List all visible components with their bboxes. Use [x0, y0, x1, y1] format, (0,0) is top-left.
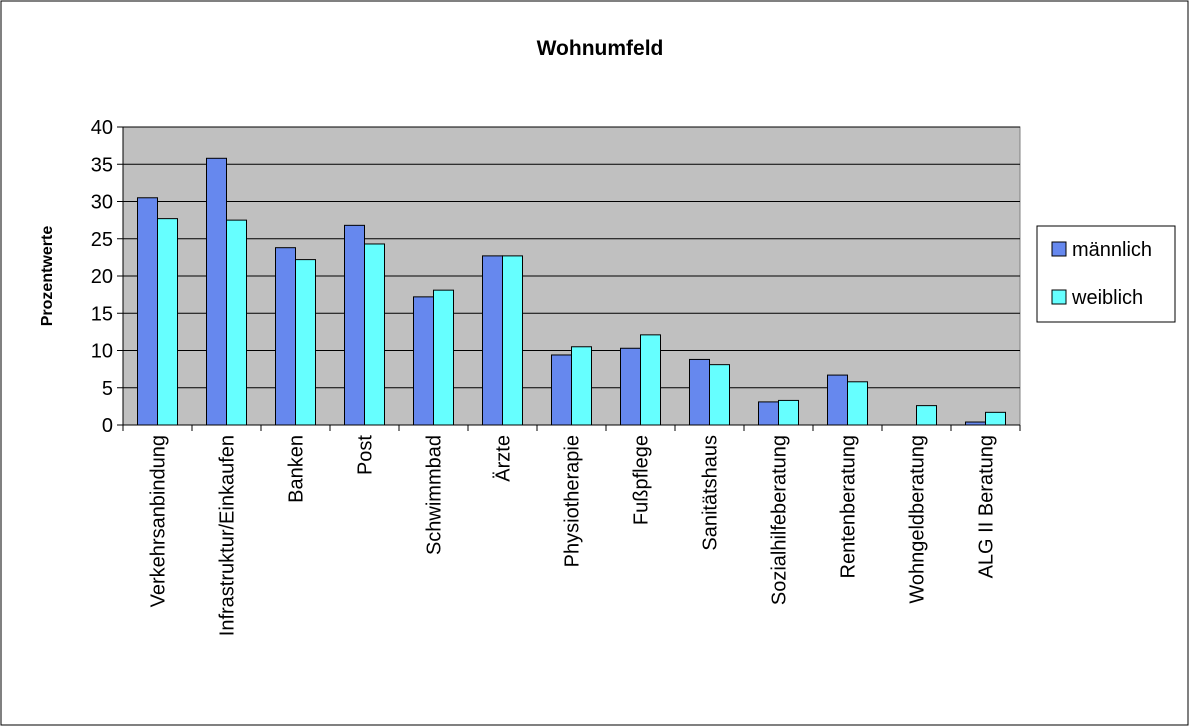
- bar: [206, 157, 227, 426]
- bar: [344, 224, 365, 426]
- x-tick-label: Infrastruktur/Einkaufen: [217, 435, 239, 636]
- bar: [551, 354, 572, 426]
- y-tick-label: 35: [91, 154, 113, 176]
- x-tick-label: Schwimmbad: [424, 435, 446, 555]
- bar: [827, 374, 848, 426]
- y-tick-label: 15: [91, 303, 113, 325]
- bar: [433, 289, 454, 426]
- x-tick-label: Post: [355, 435, 377, 475]
- bar: [275, 247, 296, 426]
- bar: [502, 255, 523, 426]
- bar: [916, 405, 937, 426]
- y-tick-label: 30: [91, 192, 113, 214]
- x-tick-label: Sozialhilfeberatung: [769, 435, 791, 605]
- y-tick-label: 25: [91, 229, 113, 251]
- bar: [364, 243, 385, 426]
- y-tick-label: 10: [91, 341, 113, 363]
- bar: [571, 346, 592, 426]
- bar: [620, 347, 641, 426]
- chart-title: Wohnumfeld: [537, 37, 664, 60]
- legend-label: weiblich: [1071, 287, 1143, 309]
- x-tick-label: Wohngeldberatung: [907, 435, 929, 604]
- y-tick-label: 40: [91, 117, 113, 139]
- x-tick-label: Rentenberatung: [838, 435, 860, 578]
- bar: [709, 364, 730, 426]
- bar: [640, 334, 661, 426]
- bar: [482, 255, 503, 426]
- y-tick-label: 0: [102, 415, 113, 437]
- legend: männlich weiblich: [1036, 225, 1176, 323]
- legend-swatch: [1051, 289, 1067, 305]
- bar: [965, 421, 986, 426]
- x-tick-label: Sanitätshaus: [700, 435, 722, 551]
- y-tick-label: 20: [91, 266, 113, 288]
- bar: [689, 358, 710, 426]
- x-tick-label: Fußpflege: [631, 435, 653, 525]
- bar: [847, 381, 868, 426]
- y-axis-label: Prozentwerte: [39, 226, 56, 327]
- bar: [137, 197, 158, 426]
- bar: [295, 259, 316, 426]
- bar: [226, 219, 247, 426]
- bar: [985, 411, 1006, 426]
- x-tick-label: Ärzte: [493, 435, 515, 482]
- x-tick-label: Verkehrsanbindung: [148, 435, 170, 607]
- bar: [413, 296, 434, 426]
- x-tick-label: Physiotherapie: [562, 435, 584, 567]
- y-tick-label: 5: [102, 378, 113, 400]
- bar: [157, 218, 178, 426]
- x-tick-label: Banken: [286, 435, 308, 503]
- legend-swatch: [1051, 241, 1067, 257]
- bar: [758, 401, 779, 426]
- legend-label: männlich: [1072, 239, 1152, 261]
- bar: [778, 399, 799, 426]
- x-tick-label: ALG II Beratung: [976, 435, 998, 578]
